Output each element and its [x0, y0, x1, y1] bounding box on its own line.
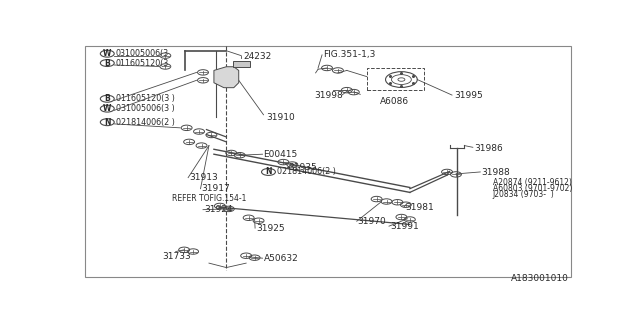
- Text: 31925: 31925: [256, 224, 285, 233]
- Text: 31917: 31917: [202, 184, 230, 193]
- Text: 31910: 31910: [266, 113, 295, 122]
- Text: 31981: 31981: [405, 203, 434, 212]
- Text: 031005006(3: 031005006(3: [116, 49, 169, 58]
- Text: N: N: [104, 118, 111, 127]
- Text: W: W: [103, 49, 111, 58]
- Text: B: B: [104, 94, 110, 103]
- Text: 31970: 31970: [358, 217, 387, 226]
- Polygon shape: [214, 67, 239, 88]
- Text: FIG.351-1,3: FIG.351-1,3: [323, 50, 376, 59]
- Text: J20834 (9703-  ): J20834 (9703- ): [493, 190, 554, 199]
- Text: 31924: 31924: [204, 205, 232, 214]
- Text: 31733: 31733: [162, 252, 191, 261]
- Text: 31935: 31935: [288, 163, 317, 172]
- Text: 31991: 31991: [390, 222, 419, 231]
- Text: A183001010: A183001010: [511, 274, 568, 283]
- Text: 31998: 31998: [314, 91, 343, 100]
- Bar: [233, 60, 250, 67]
- Text: REFER TOFIG.154-1: REFER TOFIG.154-1: [172, 194, 246, 203]
- Text: 31913: 31913: [189, 173, 218, 182]
- Text: 031005006(3 ): 031005006(3 ): [116, 104, 175, 113]
- Bar: [367, 68, 424, 90]
- Text: E00415: E00415: [264, 150, 298, 159]
- Text: 31986: 31986: [474, 144, 503, 153]
- Text: 011605120(3: 011605120(3: [116, 59, 169, 68]
- Text: A50632: A50632: [264, 254, 298, 263]
- Text: W: W: [103, 104, 111, 113]
- Text: 31995: 31995: [454, 91, 483, 100]
- Text: B: B: [104, 59, 110, 68]
- Text: 31988: 31988: [482, 168, 511, 177]
- Text: 021814006(2 ): 021814006(2 ): [116, 118, 175, 127]
- Text: 021814006(2 ): 021814006(2 ): [277, 167, 336, 176]
- Text: N: N: [265, 167, 272, 176]
- Text: A20874 (9211-9612): A20874 (9211-9612): [493, 178, 572, 187]
- Text: 24232: 24232: [244, 52, 272, 61]
- Text: 011605120(3 ): 011605120(3 ): [116, 94, 175, 103]
- Text: A60803 (9701-9702): A60803 (9701-9702): [493, 184, 572, 193]
- Text: A6086: A6086: [380, 97, 410, 106]
